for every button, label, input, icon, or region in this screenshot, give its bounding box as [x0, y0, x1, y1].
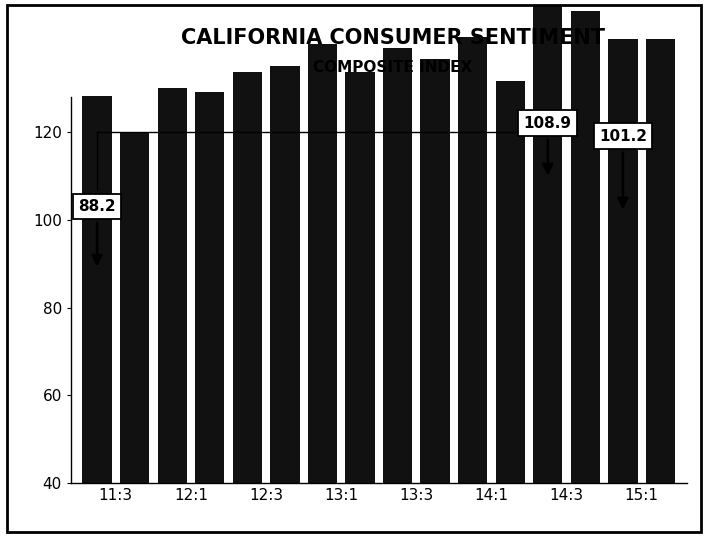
Bar	[458, 38, 487, 483]
Text: 108.9: 108.9	[524, 115, 572, 173]
Bar	[82, 96, 112, 483]
Bar	[496, 81, 525, 483]
Bar	[270, 66, 299, 483]
Bar	[421, 59, 450, 483]
Text: CALIFORNIA CONSUMER SENTIMENT: CALIFORNIA CONSUMER SENTIMENT	[181, 27, 605, 48]
Bar	[608, 39, 638, 483]
Bar	[120, 132, 149, 483]
Text: COMPOSITE INDEX: COMPOSITE INDEX	[314, 60, 472, 75]
Bar	[383, 48, 412, 483]
Text: 88.2: 88.2	[79, 199, 116, 264]
Bar	[308, 44, 337, 483]
Bar	[646, 39, 675, 483]
Bar	[533, 5, 562, 483]
Bar	[195, 92, 224, 483]
Text: 101.2: 101.2	[599, 129, 647, 207]
Bar	[158, 88, 187, 483]
Bar	[346, 72, 375, 483]
Bar	[233, 72, 262, 483]
Bar	[571, 11, 600, 483]
